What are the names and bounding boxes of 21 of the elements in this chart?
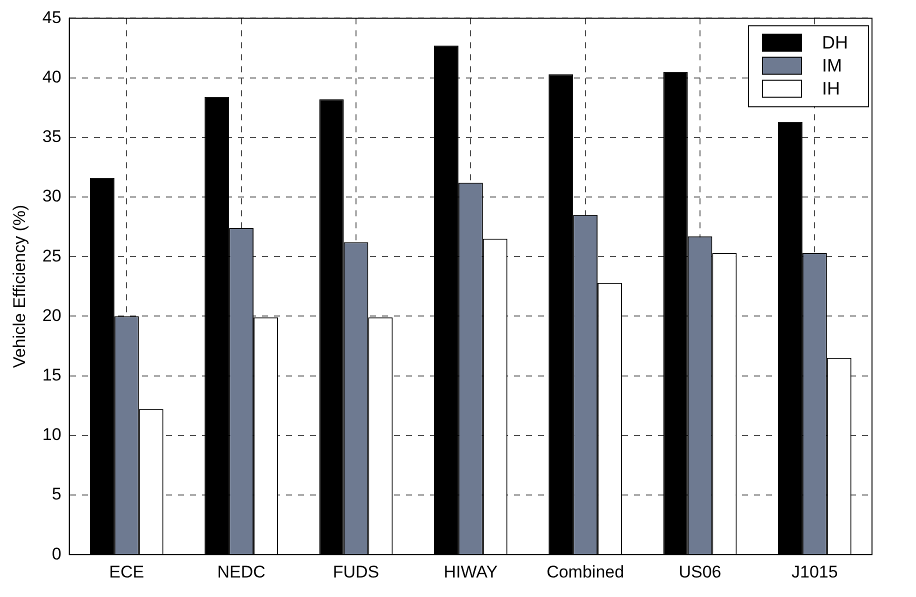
y-tick-label: 5 — [52, 484, 62, 504]
y-tick-label: 45 — [42, 8, 62, 27]
x-tick-label: ECE — [109, 562, 144, 582]
y-tick-label: 30 — [42, 186, 62, 206]
legend-label: IM — [822, 56, 842, 76]
x-tick-label: J1015 — [792, 562, 838, 582]
x-tick-label: FUDS — [332, 562, 380, 582]
y-tick-label: 10 — [42, 425, 62, 444]
legend-label: DH — [822, 32, 848, 53]
x-tick-label: HIWAY — [444, 562, 498, 582]
y-tick-label: 25 — [42, 246, 62, 266]
x-tick-label: NEDC — [217, 562, 266, 582]
y-tick-label: 0 — [52, 544, 62, 564]
y-tick-label: 40 — [42, 67, 62, 86]
y-tick-label: 15 — [42, 365, 62, 384]
legend-label: IH — [822, 78, 840, 99]
x-tick-label: Combined — [546, 562, 624, 582]
y-axis-title: Vehicle Efficiency (%) — [10, 204, 29, 368]
y-tick-label: 35 — [42, 127, 62, 146]
x-tick-label: US06 — [678, 562, 722, 582]
y-tick-label: 20 — [42, 306, 62, 325]
